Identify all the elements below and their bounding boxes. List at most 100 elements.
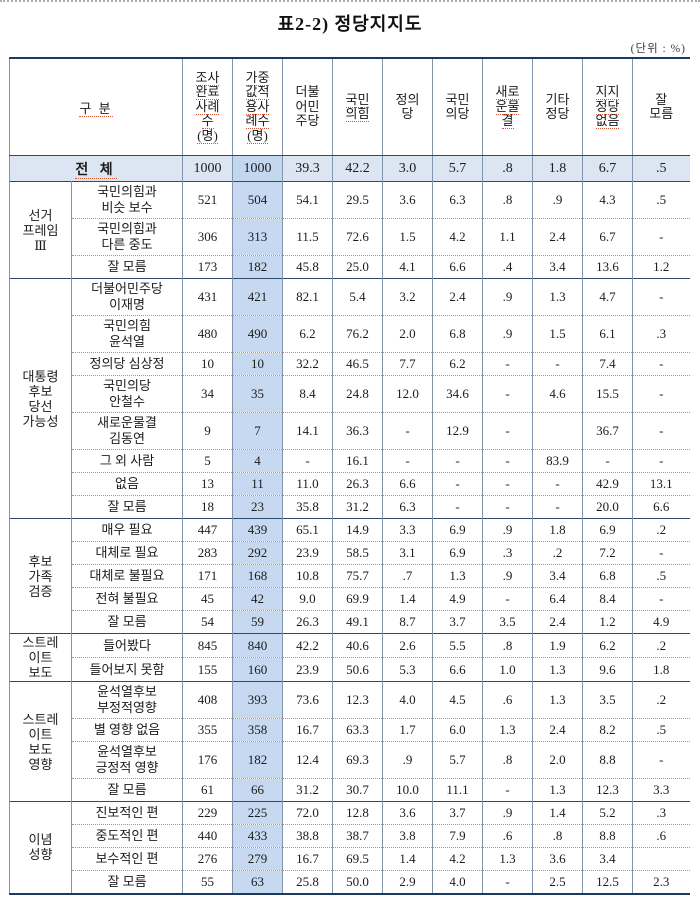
value-cell: 6.2: [282, 315, 334, 353]
table-row: 대통령 후보 당선 가능성 더불어민주당 이재명 431 421 82.1 5.4 3.2 2.4.9…: [9, 278, 690, 519]
value-cell: 12.0: [382, 375, 434, 413]
value-cell: .4: [482, 255, 534, 279]
value-cell: 50.0: [332, 870, 384, 894]
row-label: 윤석열후보 부정적영향: [70, 681, 184, 719]
value-cell: 1.5: [532, 315, 584, 353]
value-cell: 6.6: [382, 472, 434, 496]
value-cell: 3.2: [382, 278, 434, 316]
value-cell: 58.5: [332, 541, 384, 565]
value-cell: 283: [182, 541, 234, 565]
value-cell: 34.6: [432, 375, 484, 413]
value-cell: 1.7: [382, 718, 434, 742]
table-row: 대체로 필요 283 292 23.9 58.5 3.1 6.9.3.2 7.2-: [10, 541, 690, 565]
value-cell: -: [532, 352, 584, 376]
value-cell: 3.6: [382, 801, 434, 825]
column-header-surveyed-cases: 조사 완료 사례 수 (명): [182, 58, 234, 156]
value-cell: 447: [182, 518, 234, 542]
value-cell: 440: [182, 824, 234, 848]
row-label: 더불어민주당 이재명: [70, 278, 184, 316]
value-cell: -: [632, 412, 690, 450]
value-cell: 4.9: [432, 587, 484, 611]
value-cell: .8: [482, 633, 534, 658]
column-header-other-party: 기타 정당: [532, 58, 584, 156]
row-label: 잘 모름: [70, 495, 184, 519]
value-cell: 6.7: [582, 218, 634, 256]
value-cell: 12.5: [582, 870, 634, 894]
row-label: 대체로 불필요: [70, 564, 184, 588]
value-cell: -: [482, 352, 534, 376]
value-cell: 23.9: [282, 541, 334, 565]
value-cell: .7: [382, 564, 434, 588]
table-row: 국민의힘 윤석열 480 490 6.2 76.2 2.0 6.8.9 1.5 6.1.3: [10, 315, 690, 353]
value-cell: .6: [482, 681, 534, 719]
value-cell: .3: [482, 541, 534, 565]
value-cell: 45: [182, 587, 234, 611]
value-cell: 1.3: [432, 564, 484, 588]
value-cell: 10: [182, 352, 234, 376]
value-cell: 10.0: [382, 778, 434, 802]
value-cell: 50.6: [332, 657, 384, 682]
value-cell: 3.4: [582, 847, 634, 871]
value-cell: 1.0: [482, 657, 534, 682]
value-cell: 1.2: [582, 610, 634, 634]
value-cell: 82.1: [282, 278, 334, 316]
table-row: 들어보지 못함 155 160 23.9 50.6 5.3 6.6 1.0 1.3 9.6 1.8: [10, 657, 690, 682]
value-cell: .6: [632, 824, 690, 848]
table-row: 정의당 심상정 10 10 32.2 46.5 7.7 6.2- -7.4-: [10, 352, 690, 376]
value-cell: 1.4: [532, 801, 584, 825]
value-cell: -: [632, 587, 690, 611]
value-cell: 279: [232, 847, 284, 871]
row-label: 중도적인 편: [70, 824, 184, 848]
row-label: 국민의힘과 다른 중도: [70, 218, 184, 256]
value-cell: 12.4: [282, 741, 334, 779]
group-label: 선거 프레임 Ⅲ: [9, 181, 72, 279]
row-label: 국민의힘 윤석열: [70, 315, 184, 353]
value-cell: 16.7: [282, 847, 334, 871]
value-cell: .9: [482, 801, 534, 825]
column-header-no-party: 지지 정당 없음: [582, 58, 634, 156]
row-label: 잘 모름: [70, 610, 184, 634]
value-cell: 171: [182, 564, 234, 588]
value-cell: [632, 847, 690, 871]
row-label: 매우 필요: [70, 518, 184, 542]
value-cell: 69.3: [332, 741, 384, 779]
value-cell: 3.7: [432, 801, 484, 825]
value-cell: 176: [182, 741, 234, 779]
value-cell: 1.8: [532, 155, 584, 182]
value-cell: 35: [232, 375, 284, 413]
value-cell: 42: [232, 587, 284, 611]
value-cell: 5.3: [382, 657, 434, 682]
value-cell: 4.6: [532, 375, 584, 413]
value-cell: -: [632, 278, 690, 316]
column-header-weighted-cases: 가중 값적 용사 례수 (명): [232, 58, 284, 156]
value-cell: 36.7: [582, 412, 634, 450]
value-cell: 4: [232, 449, 284, 473]
row-label: 없음: [70, 472, 184, 496]
value-cell: 75.7: [332, 564, 384, 588]
value-cell: 29.5: [332, 181, 384, 219]
value-cell: .2: [632, 633, 690, 658]
row-label: 새로운물결 김동연: [70, 412, 184, 450]
value-cell: 8.8: [582, 741, 634, 779]
value-cell: 12.9: [432, 412, 484, 450]
value-cell: 59: [232, 610, 284, 634]
value-cell: 229: [182, 801, 234, 825]
value-cell: 16.7: [282, 718, 334, 742]
value-cell: 1.2: [632, 255, 690, 279]
value-cell: 6.6: [632, 495, 690, 519]
value-cell: .3: [632, 315, 690, 353]
value-cell: 42.2: [282, 633, 334, 658]
value-cell: -: [582, 449, 634, 473]
value-cell: 4.2: [432, 847, 484, 871]
column-header-minjoo: 더불 어민 주당: [282, 58, 334, 156]
value-cell: 1.8: [532, 518, 584, 542]
value-cell: 36.3: [332, 412, 384, 450]
value-cell: 6.9: [432, 518, 484, 542]
table-row: 국민의당 안철수 34 35 8.4 24.8 12.0 34.6-4.6 15.5-: [10, 375, 690, 413]
row-label: 대체로 필요: [70, 541, 184, 565]
table-row: 잘 모름 54 59 26.3 49.1 8.7 3.7 3.5 2.4 1.2 4.9: [10, 610, 690, 634]
value-cell: 155: [182, 657, 234, 682]
value-cell: 8.8: [582, 824, 634, 848]
table-row: 윤석열후보 긍정적 영향 176 182 12.4 69.3.9 5.7.8 2.0 8.8-: [10, 741, 690, 779]
value-cell: 6.3: [382, 495, 434, 519]
